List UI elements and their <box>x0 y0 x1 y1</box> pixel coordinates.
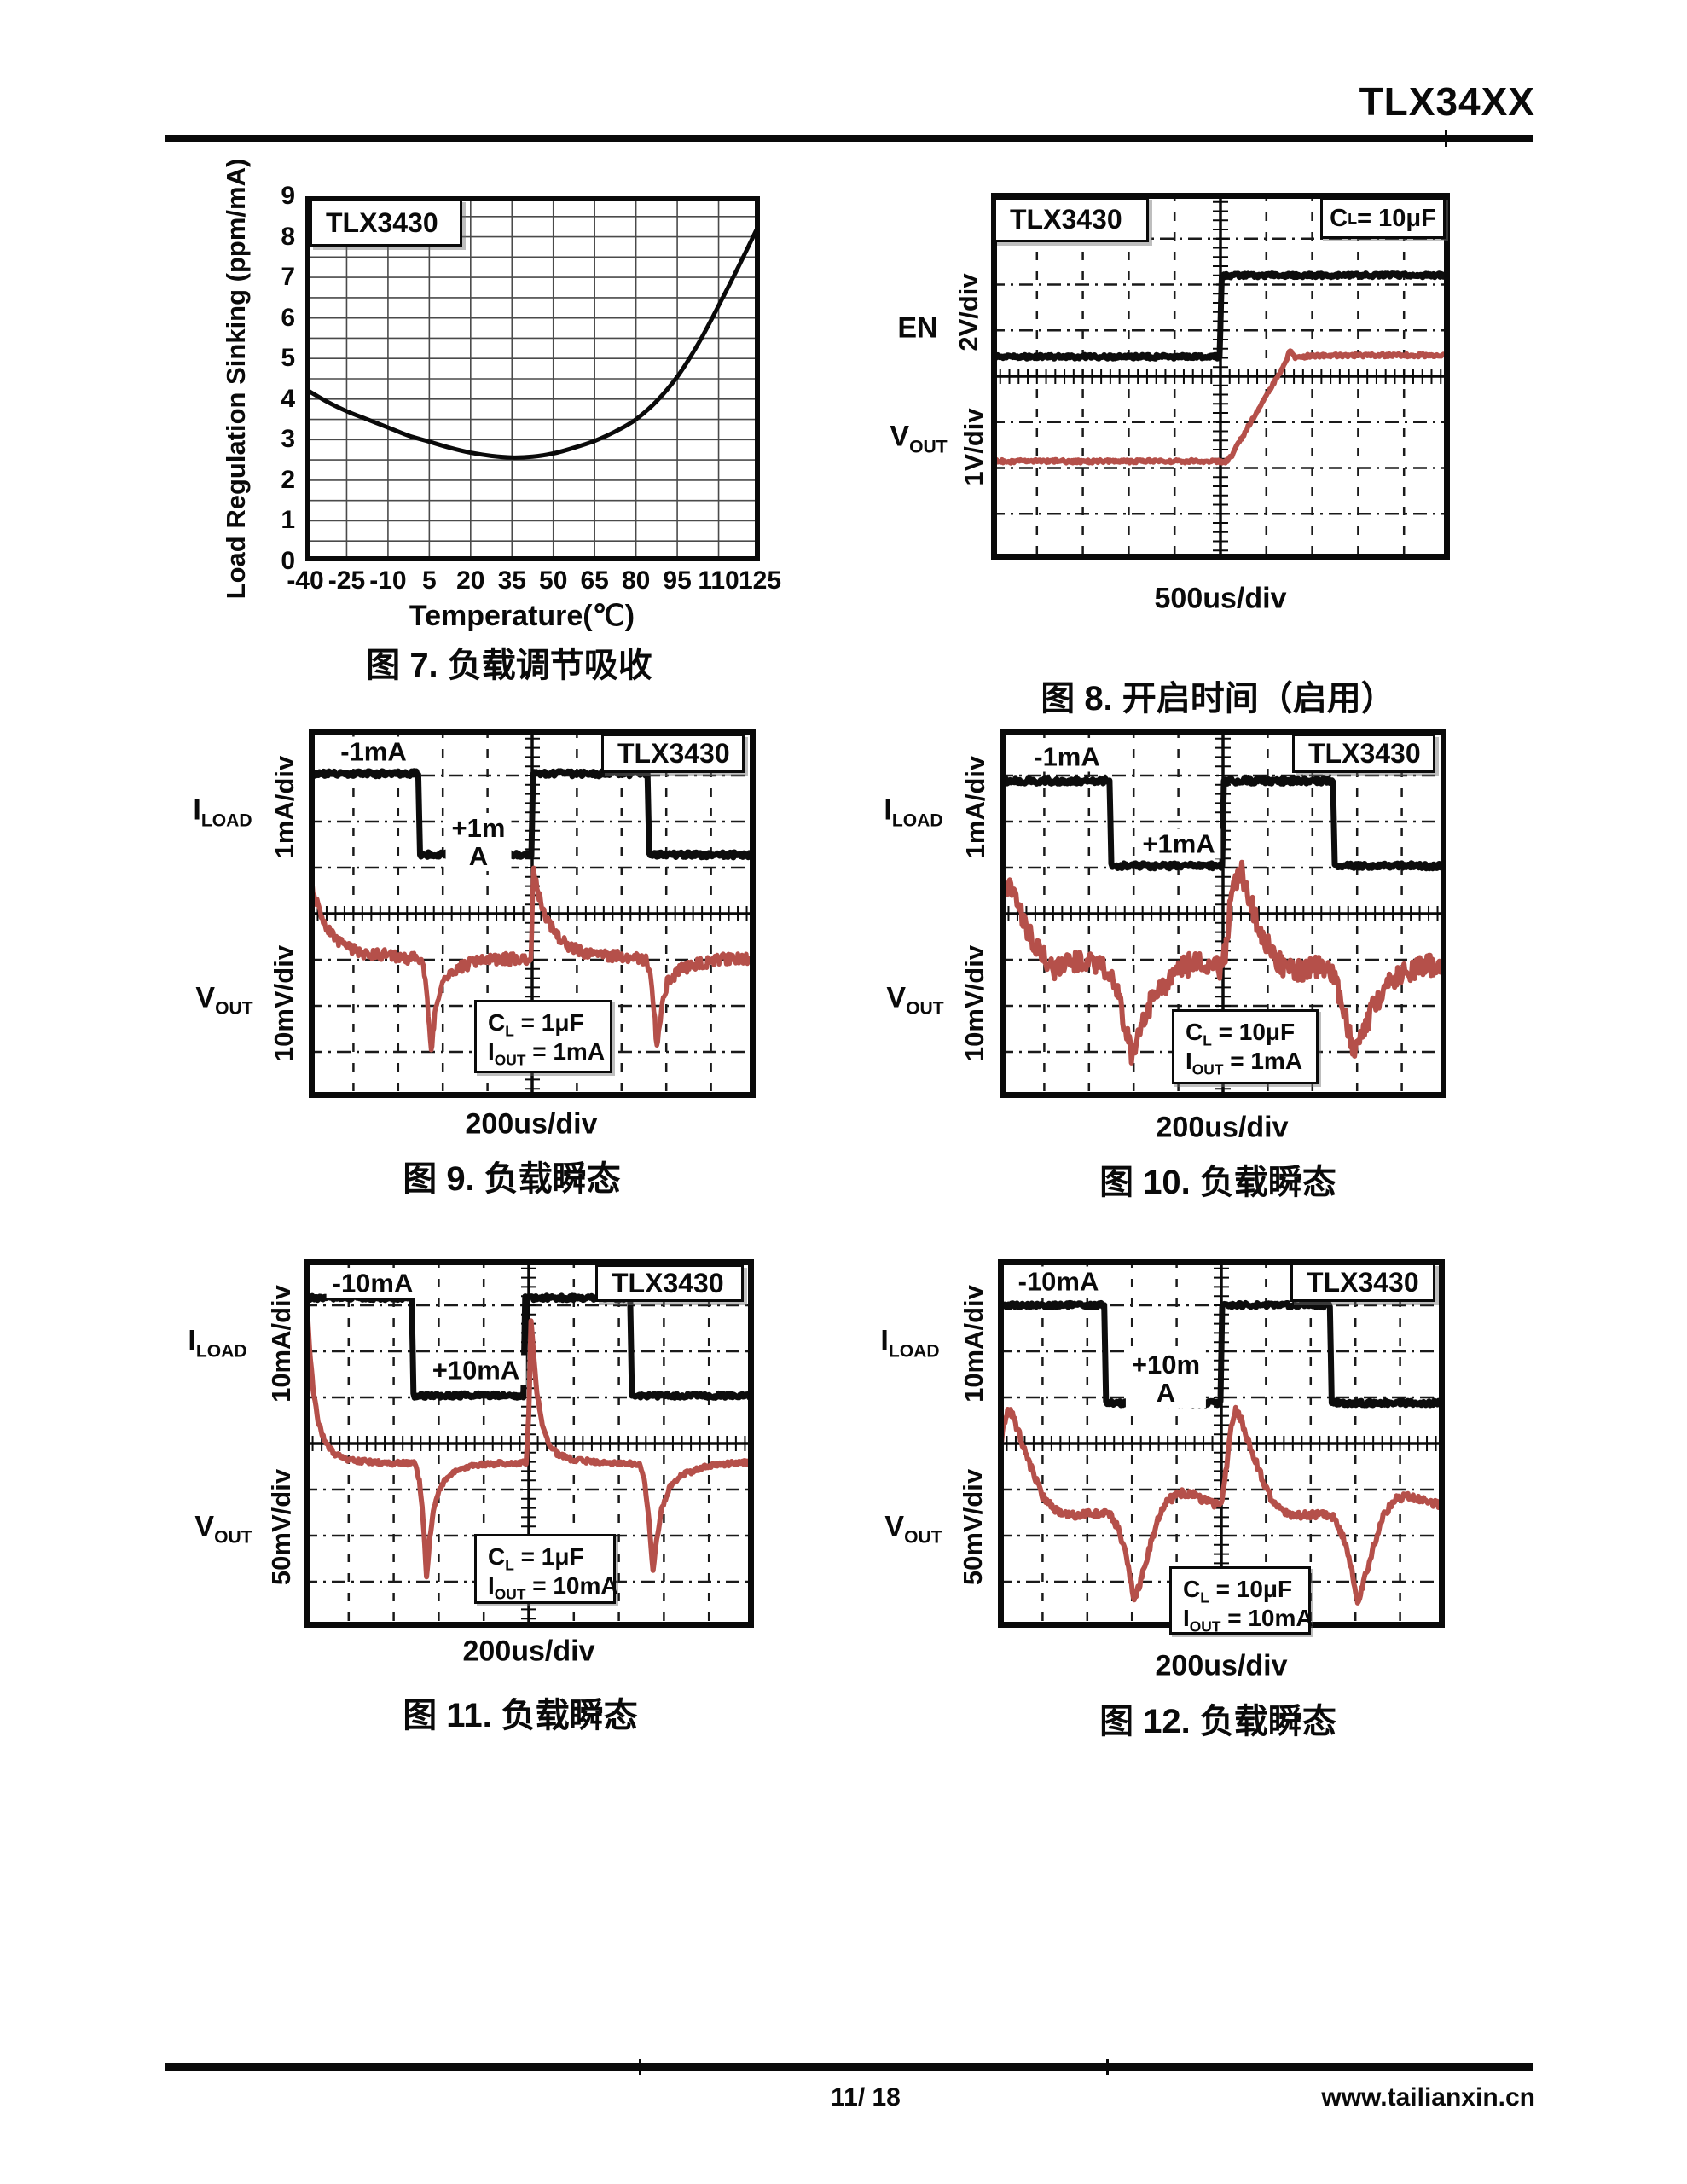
fig7-ytick-9: 9 <box>281 182 295 210</box>
fig11-conditions-box: CL = 1μF IOUT = 10mA <box>474 1534 618 1604</box>
fig7-xtick-50: 50 <box>539 566 568 595</box>
fig12-channel-vout-scale: 50mV/div <box>958 1468 988 1586</box>
fig11-time-scale-label: 200us/div <box>462 1635 595 1668</box>
fig7-xtick-35: 35 <box>497 566 526 595</box>
fig8-channel-en-label: EN <box>897 311 938 345</box>
fig11-channel-vout-scale: 50mV/div <box>266 1468 296 1586</box>
page-title: TLX34XX <box>1359 79 1535 124</box>
fig7-y-tick-labels: 9 8 7 6 5 4 3 2 1 0 <box>252 183 295 574</box>
footer-rule-tick-2 <box>1106 2059 1109 2075</box>
fig12-conditions-box: CL = 10μF IOUT = 10mA <box>1169 1566 1313 1635</box>
fig7-xtick-65: 65 <box>580 566 609 595</box>
fig9-channel-iload-scale: 1mA/div <box>270 755 299 859</box>
fig12-annotation-pos-load: +10m A <box>1125 1350 1207 1408</box>
fig10-annotation-pos-load: +1mA <box>1136 828 1221 859</box>
fig12-condition-iout: IOUT = 10mA <box>1183 1605 1313 1635</box>
fig12-condition-cl: CL = 10μF <box>1183 1576 1293 1606</box>
fig10-conditions-box: CL = 10μF IOUT = 1mA <box>1172 1009 1319 1084</box>
fig7-plot <box>305 196 760 561</box>
fig8-plot <box>991 193 1450 560</box>
fig12-device-badge: TLX3430 <box>1290 1263 1435 1302</box>
fig7-xtick-125: 125 <box>738 566 782 595</box>
footer-rule <box>165 2063 1533 2071</box>
fig12-time-scale-label: 200us/div <box>1155 1649 1288 1682</box>
fig11-channel-iload-label: ILOAD <box>188 1324 247 1362</box>
fig10-channel-vout-scale: 10mV/div <box>959 944 989 1062</box>
fig10-device-badge: TLX3430 <box>1292 734 1435 773</box>
fig7-ytick-1: 1 <box>281 506 295 535</box>
fig10-condition-iout: IOUT = 1mA <box>1186 1048 1303 1078</box>
fig10-time-scale-label: 200us/div <box>1156 1111 1289 1144</box>
fig7-caption: 图 7. 负载调节吸收 <box>366 647 652 684</box>
fig12-caption: 图 12. 负载瞬态 <box>1099 1703 1336 1740</box>
fig8-caption: 图 8. 开启时间（启用） <box>1041 680 1395 717</box>
fig7-xtick-20: 20 <box>456 566 485 595</box>
fig12-annotation-neg-load: -10mA <box>1012 1266 1105 1297</box>
fig8-channel-vout-label: VOUT <box>890 420 948 457</box>
fig8-time-scale-label: 500us/div <box>1154 582 1287 615</box>
fig7-xtick-80: 80 <box>621 566 651 595</box>
fig11-device-badge: TLX3430 <box>595 1264 744 1302</box>
fig9-device-badge: TLX3430 <box>601 734 745 773</box>
fig10-condition-cl: CL = 10μF <box>1186 1019 1296 1049</box>
footer-rule-tick-1 <box>639 2059 641 2075</box>
fig9-channel-vout-scale: 10mV/div <box>269 944 299 1062</box>
header-rule <box>165 135 1533 142</box>
fig9-channel-vout-label: VOUT <box>195 981 253 1019</box>
footer-page-number: 11/ 18 <box>831 2083 901 2111</box>
fig7-x-axis-label: Temperature(℃) <box>409 600 635 632</box>
fig7-xtick--25: -25 <box>328 566 366 595</box>
fig7-ytick-4: 4 <box>281 384 295 413</box>
fig9-annotation-neg-load: -1mA <box>334 736 413 767</box>
header-rule-tick <box>1445 130 1447 147</box>
fig12-channel-vout-label: VOUT <box>884 1510 942 1548</box>
fig7-xtick--40: -40 <box>287 566 324 595</box>
fig9-condition-iout: IOUT = 1mA <box>488 1038 606 1069</box>
fig7-xtick-110: 110 <box>698 566 739 595</box>
fig7-xtick-95: 95 <box>663 566 692 595</box>
fig7-xtick-5: 5 <box>422 566 437 595</box>
fig9-condition-cl: CL = 1μF <box>488 1009 584 1040</box>
fig9-channel-iload-label: ILOAD <box>193 793 252 831</box>
fig12-channel-iload-scale: 10mA/div <box>959 1285 988 1403</box>
fig8-channel-vout-scale: 1V/div <box>959 408 988 486</box>
fig11-condition-cl: CL = 1μF <box>488 1543 584 1574</box>
fig7-ytick-2: 2 <box>281 465 295 494</box>
fig11-condition-iout: IOUT = 10mA <box>488 1572 618 1603</box>
fig9-conditions-box: CL = 1μF IOUT = 1mA <box>474 1000 612 1073</box>
fig9-caption: 图 9. 负载瞬态 <box>403 1160 621 1198</box>
fig7-x-tick-labels: -40 -25 -10 5 20 35 50 65 80 95 110 125 <box>287 566 781 599</box>
footer-website: www.tailianxin.cn <box>1321 2083 1535 2111</box>
fig7-ytick-5: 5 <box>281 344 295 373</box>
fig11-channel-vout-label: VOUT <box>194 1510 252 1548</box>
fig11-annotation-neg-load: -10mA <box>326 1268 420 1298</box>
fig10-channel-vout-label: VOUT <box>886 981 944 1019</box>
fig7-y-axis-label: Load Regulation Sinking (ppm/mA) <box>221 158 251 600</box>
fig10-caption: 图 10. 负载瞬态 <box>1099 1164 1336 1201</box>
fig7-ytick-3: 3 <box>281 425 295 454</box>
fig11-annotation-pos-load: +10mA <box>426 1355 526 1385</box>
fig7-device-badge: TLX3430 <box>310 199 462 247</box>
fig9-time-scale-label: 200us/div <box>465 1107 598 1141</box>
fig9-annotation-pos-load: +1m A <box>445 813 512 871</box>
fig7-ytick-6: 6 <box>281 303 295 332</box>
fig10-annotation-neg-load: -1mA <box>1028 741 1106 772</box>
fig11-channel-iload-scale: 10mA/div <box>266 1285 296 1403</box>
fig10-channel-iload-label: ILOAD <box>884 793 943 831</box>
fig7-xtick--10: -10 <box>369 566 407 595</box>
fig8-device-badge: TLX3430 <box>994 197 1149 242</box>
fig7-ytick-0: 0 <box>281 547 295 575</box>
fig7-ytick-8: 8 <box>281 222 295 251</box>
fig8-channel-en-scale: 2V/div <box>954 273 983 351</box>
fig12-channel-iload-label: ILOAD <box>880 1324 940 1362</box>
fig7-ytick-7: 7 <box>281 263 295 292</box>
fig11-caption: 图 11. 负载瞬态 <box>403 1697 638 1734</box>
fig10-channel-iload-scale: 1mA/div <box>960 755 990 859</box>
